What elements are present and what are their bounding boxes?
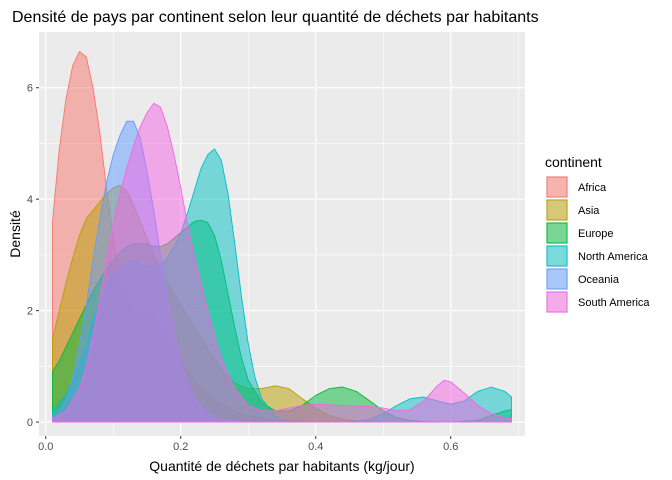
density-area-south-america: [52, 102, 512, 423]
x-tick-label: 0.2: [173, 441, 188, 453]
y-tick-label: 6: [27, 83, 33, 95]
legend-swatch-africa: [546, 176, 568, 198]
legend-title: continent: [545, 154, 602, 170]
legend-swatch-oceania: [546, 268, 568, 290]
legend-swatch-asia: [546, 199, 568, 221]
grid-minor: [39, 32, 525, 436]
x-tick-label: 0.6: [443, 441, 458, 453]
legend: continent Africa Asia Europe North America O…: [545, 154, 650, 313]
legend-label-south-america: South America: [578, 297, 650, 309]
chart-title: Densité de pays par continent selon leur…: [12, 9, 539, 26]
density-areas: [52, 51, 512, 423]
legend-swatch-europe: [546, 222, 568, 244]
x-axis-ticks: 0.0 0.2 0.4 0.6: [38, 436, 458, 453]
y-tick-label: 4: [27, 194, 33, 206]
y-axis-title: Densité: [7, 210, 23, 258]
x-tick-label: 0.0: [38, 441, 53, 453]
legend-items: Africa Asia Europe North America Oceania Sout…: [546, 176, 650, 313]
legend-swatch-south-america: [546, 291, 568, 313]
y-axis-ticks: 0 2 4 6: [27, 83, 39, 429]
x-axis-title: Quantité de déchets par habitants (kg/jo…: [149, 458, 414, 474]
legend-label-africa: Africa: [578, 182, 607, 194]
legend-label-europe: Europe: [578, 228, 613, 240]
legend-label-asia: Asia: [578, 205, 600, 217]
y-tick-label: 0: [27, 417, 33, 429]
legend-label-oceania: Oceania: [578, 274, 620, 286]
legend-swatch-north-america: [546, 245, 568, 267]
legend-label-north-america: North America: [578, 251, 649, 263]
x-tick-label: 0.4: [308, 441, 323, 453]
y-tick-label: 2: [27, 306, 33, 318]
